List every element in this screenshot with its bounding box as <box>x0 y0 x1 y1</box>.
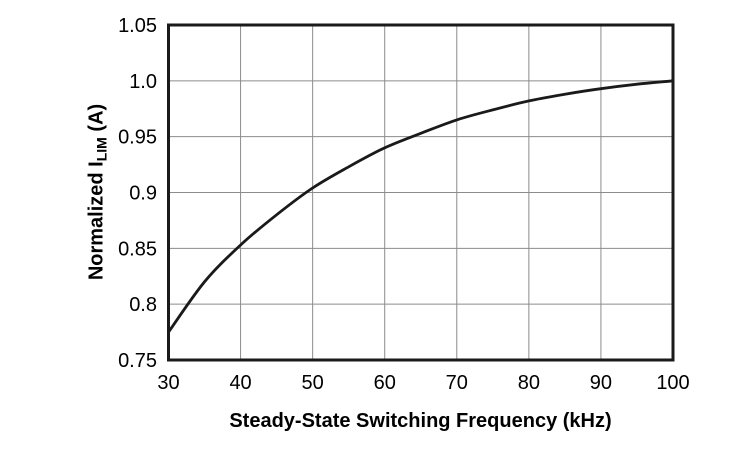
x-axis-tick-labels: 30 40 50 60 70 80 90 100 <box>157 372 689 394</box>
y-tick-label: 0.85 <box>118 238 157 260</box>
y-tick-label: 0.95 <box>118 127 157 149</box>
x-tick-label: 80 <box>518 372 540 394</box>
x-tick-label: 60 <box>374 372 396 394</box>
x-tick-label: 70 <box>446 372 468 394</box>
x-tick-label: 40 <box>229 372 251 394</box>
y-tick-label: 0.9 <box>129 183 157 205</box>
x-tick-label: 100 <box>656 372 689 394</box>
x-axis-title: Steady-State Switching Frequency (kHz) <box>229 410 612 432</box>
y-axis-title-prefix: Normalized I <box>85 161 108 281</box>
y-axis-title-suffix: (A) <box>85 103 108 138</box>
y-axis-title: Normalized ILIM (A) <box>85 103 110 281</box>
x-tick-label: 50 <box>302 372 324 394</box>
plot-frame <box>167 23 675 362</box>
ilim-curve <box>167 79 675 334</box>
x-tick-label: 90 <box>590 372 612 394</box>
y-tick-label: 0.8 <box>129 294 157 316</box>
y-tick-label: 1.0 <box>129 71 157 93</box>
y-axis-title-subscript: LIM <box>93 137 109 162</box>
y-axis-tick-labels: 0.75 0.8 0.85 0.9 0.95 1.0 1.05 <box>118 15 157 372</box>
x-tick-label: 30 <box>157 372 179 394</box>
y-tick-label: 1.05 <box>118 15 157 37</box>
y-tick-label: 0.75 <box>118 350 157 372</box>
gridlines <box>168 25 673 360</box>
